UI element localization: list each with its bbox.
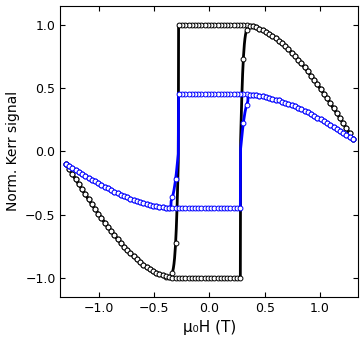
Y-axis label: Norm. Kerr signal: Norm. Kerr signal: [5, 91, 20, 211]
X-axis label: μ₀H (T): μ₀H (T): [183, 321, 236, 336]
